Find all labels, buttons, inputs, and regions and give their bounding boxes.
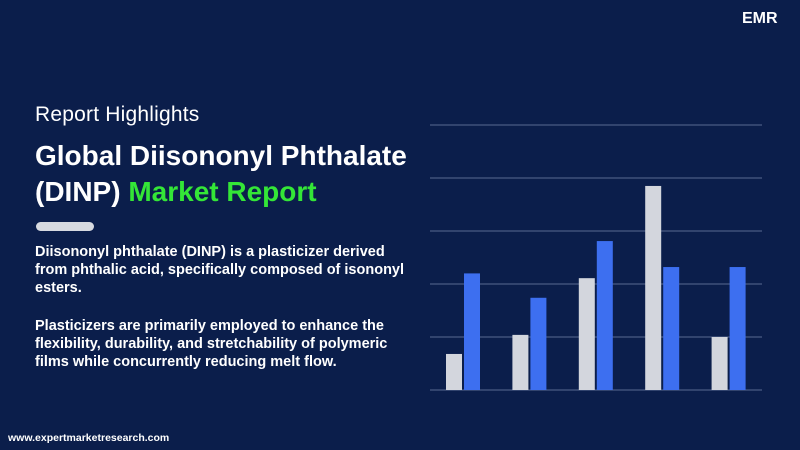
- title-line: (DINP) Market Report: [35, 174, 407, 210]
- bar: [729, 267, 746, 390]
- bar: [530, 297, 547, 390]
- logo: EMR: [742, 10, 778, 27]
- bar: [578, 278, 595, 390]
- title-highlight: Market Report: [128, 176, 317, 207]
- bar: [596, 241, 613, 390]
- website: www.expertmarketresearch.com: [8, 432, 170, 444]
- body-text: Diisononyl phthalate (DINP) is a plastic…: [35, 243, 415, 391]
- paragraph: Plasticizers are primarily employed to e…: [35, 318, 388, 370]
- decoration-pill: [36, 222, 94, 231]
- paragraph: Diisononyl phthalate (DINP) is a plastic…: [35, 244, 405, 296]
- bar: [711, 337, 728, 390]
- title: Global Diisononyl Phthalate (DINP) Marke…: [35, 138, 407, 210]
- bar: [512, 334, 529, 390]
- bar: [663, 267, 680, 390]
- bar: [446, 353, 462, 390]
- bar: [645, 185, 662, 390]
- title-part: (DINP): [35, 176, 121, 207]
- bar: [464, 273, 480, 390]
- title-line: Global Diisononyl Phthalate: [35, 140, 407, 171]
- kicker: Report Highlights: [35, 103, 200, 126]
